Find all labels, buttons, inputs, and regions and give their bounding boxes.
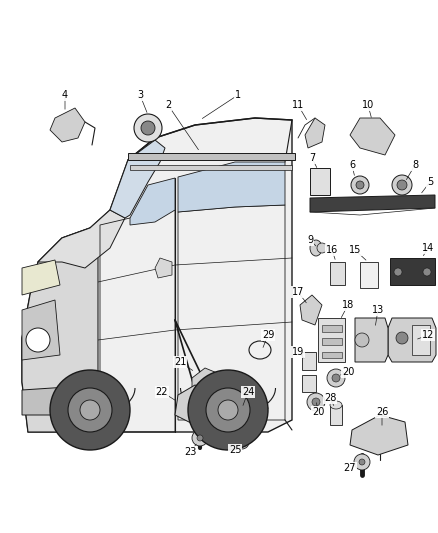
Polygon shape	[300, 295, 322, 325]
Polygon shape	[192, 368, 222, 398]
Polygon shape	[330, 262, 345, 285]
Circle shape	[355, 333, 369, 347]
Text: 2: 2	[165, 100, 171, 110]
Text: 7: 7	[309, 153, 315, 163]
Text: 19: 19	[292, 347, 304, 357]
Polygon shape	[322, 338, 342, 345]
Circle shape	[396, 332, 408, 344]
Polygon shape	[22, 260, 60, 295]
Polygon shape	[350, 415, 408, 455]
Text: 16: 16	[326, 245, 338, 255]
Ellipse shape	[310, 240, 322, 256]
Text: 28: 28	[324, 393, 336, 403]
Circle shape	[206, 388, 250, 432]
Text: 1: 1	[235, 90, 241, 100]
Ellipse shape	[330, 401, 342, 409]
Text: 13: 13	[372, 305, 384, 315]
Polygon shape	[322, 352, 342, 358]
Text: 12: 12	[422, 330, 434, 340]
Polygon shape	[302, 352, 316, 370]
Polygon shape	[22, 118, 292, 432]
Polygon shape	[350, 118, 395, 155]
Circle shape	[423, 268, 431, 276]
Text: 20: 20	[312, 407, 324, 417]
Text: 17: 17	[292, 287, 304, 297]
Text: 29: 29	[262, 330, 274, 340]
Polygon shape	[22, 300, 60, 360]
Circle shape	[235, 435, 249, 449]
Circle shape	[312, 398, 320, 406]
Polygon shape	[360, 262, 378, 288]
Text: 10: 10	[362, 100, 374, 110]
Text: 4: 4	[62, 90, 68, 100]
Text: 23: 23	[184, 447, 196, 457]
Circle shape	[351, 176, 369, 194]
Circle shape	[80, 400, 100, 420]
Polygon shape	[38, 210, 125, 268]
Circle shape	[359, 459, 365, 465]
Polygon shape	[110, 140, 165, 218]
Circle shape	[354, 454, 370, 470]
Text: 3: 3	[137, 90, 143, 100]
Text: 24: 24	[242, 387, 254, 397]
Text: 5: 5	[427, 177, 433, 187]
Circle shape	[356, 181, 364, 189]
Polygon shape	[390, 258, 435, 285]
Bar	[215, 310, 240, 318]
Polygon shape	[130, 178, 175, 225]
Text: 18: 18	[342, 300, 354, 310]
Text: 6: 6	[349, 160, 355, 170]
Circle shape	[307, 393, 325, 411]
Circle shape	[68, 388, 112, 432]
Text: 9: 9	[307, 235, 313, 245]
Polygon shape	[175, 385, 218, 425]
Polygon shape	[50, 108, 85, 142]
Circle shape	[26, 328, 50, 352]
Text: 8: 8	[412, 160, 418, 170]
Text: 15: 15	[349, 245, 361, 255]
Polygon shape	[155, 258, 172, 278]
Circle shape	[192, 430, 208, 446]
Text: 14: 14	[422, 243, 434, 253]
Polygon shape	[388, 318, 436, 362]
Polygon shape	[305, 118, 325, 148]
Polygon shape	[355, 318, 388, 362]
Circle shape	[50, 370, 130, 450]
Polygon shape	[302, 375, 316, 392]
Circle shape	[188, 370, 268, 450]
Polygon shape	[310, 168, 330, 195]
Circle shape	[317, 243, 327, 253]
Polygon shape	[310, 195, 435, 212]
Polygon shape	[130, 165, 292, 170]
Circle shape	[394, 268, 402, 276]
Circle shape	[332, 374, 340, 382]
Text: 25: 25	[229, 445, 241, 455]
Circle shape	[218, 400, 238, 420]
Polygon shape	[412, 325, 430, 355]
Circle shape	[134, 114, 162, 142]
Text: 11: 11	[292, 100, 304, 110]
Text: 27: 27	[344, 463, 356, 473]
Circle shape	[141, 121, 155, 135]
Text: 21: 21	[174, 357, 186, 367]
Polygon shape	[128, 153, 295, 160]
Circle shape	[397, 180, 407, 190]
Polygon shape	[322, 325, 342, 332]
Text: 26: 26	[376, 407, 388, 417]
Polygon shape	[22, 228, 98, 432]
Circle shape	[392, 175, 412, 195]
Polygon shape	[318, 318, 345, 362]
Text: 20: 20	[342, 367, 354, 377]
Polygon shape	[22, 385, 98, 415]
Polygon shape	[178, 162, 285, 212]
Circle shape	[197, 435, 203, 441]
Polygon shape	[225, 398, 268, 428]
Circle shape	[327, 369, 345, 387]
Polygon shape	[330, 405, 342, 425]
Text: 22: 22	[156, 387, 168, 397]
